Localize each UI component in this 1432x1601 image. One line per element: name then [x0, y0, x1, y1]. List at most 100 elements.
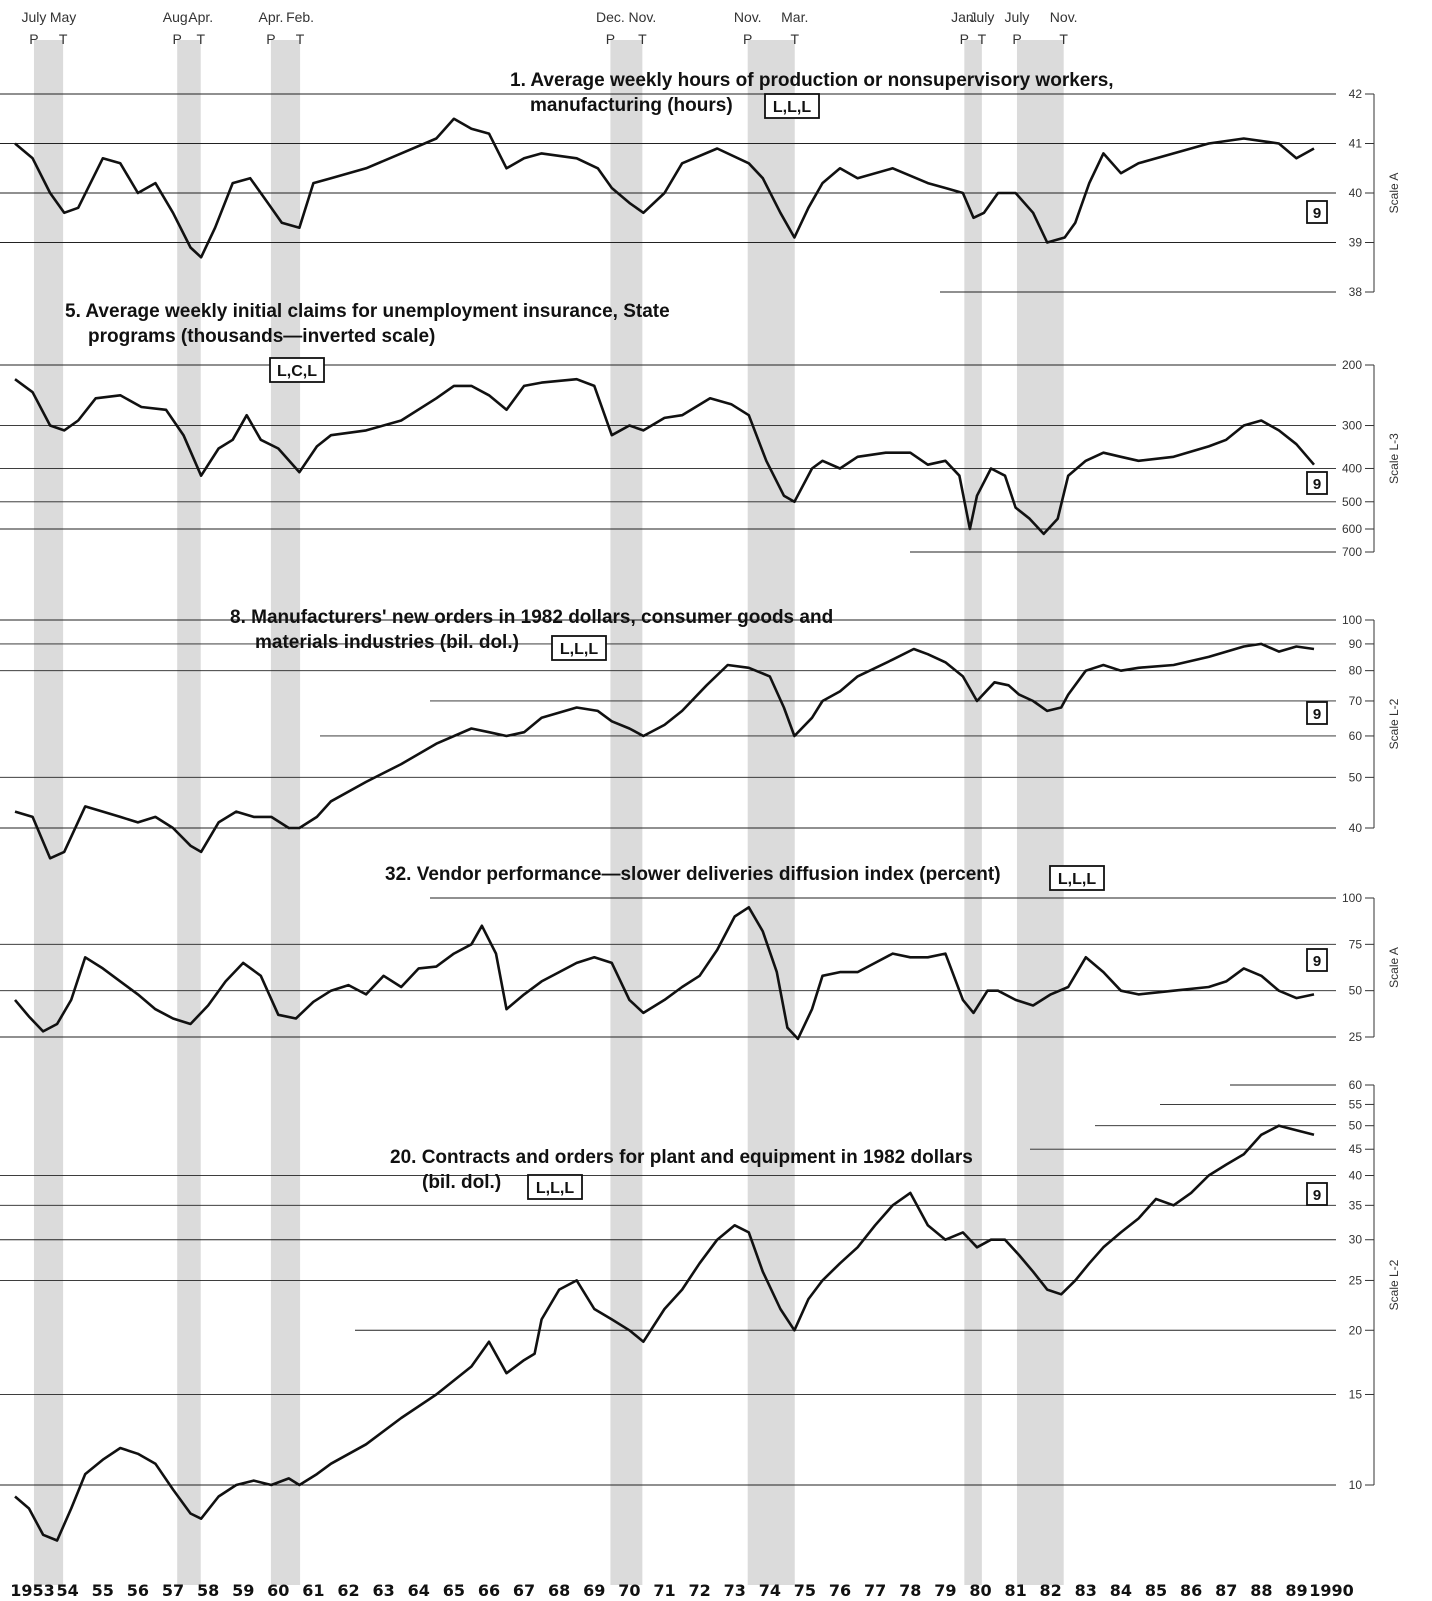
turning-point-month: Nov. — [734, 9, 762, 25]
turning-point-type: P — [173, 31, 182, 47]
recession-band — [1016, 40, 1064, 1585]
y-tick-label: 75 — [1349, 937, 1363, 951]
indicator-panels: 42 41 40 39 38 Scale A 1. Average weekly hours… — [0, 70, 1401, 1542]
y-tick-label: 35 — [1349, 1198, 1363, 1212]
year-label: 70 — [618, 1581, 640, 1600]
year-label: 71 — [653, 1581, 675, 1600]
turning-point-type: T — [638, 31, 647, 47]
y-tick-label: 25 — [1349, 1030, 1363, 1044]
year-label: 87 — [1215, 1581, 1237, 1600]
timing-code-box — [527, 1174, 583, 1200]
year-label: 85 — [1145, 1581, 1167, 1600]
year-label: 66 — [478, 1581, 500, 1600]
scale-label: Scale L-2 — [1387, 698, 1401, 749]
y-tick-label: 80 — [1349, 664, 1363, 678]
y-tick-label: 50 — [1349, 770, 1363, 784]
year-label: 55 — [92, 1581, 114, 1600]
indicator-panel: 100 75 50 25 Scale A 32. Vendor performance—s… — [0, 864, 1401, 1044]
y-tick-label: 38 — [1349, 285, 1363, 299]
timing-code-box — [269, 357, 325, 383]
turning-point-type: T — [59, 31, 68, 47]
year-label: 67 — [513, 1581, 535, 1600]
turning-point-type: T — [1059, 31, 1068, 47]
turning-point-type: P — [1012, 31, 1021, 47]
reference-box — [1306, 948, 1328, 972]
scale-label: Scale A — [1387, 947, 1401, 988]
recession-bands — [33, 40, 1064, 1585]
panel-title: manufacturing (hours) — [530, 95, 733, 116]
timing-code-box — [551, 635, 607, 661]
timing-code: L,C,L — [277, 363, 317, 380]
turning-point-labels: JulyPMayTAug.PApr.TApr.PFeb.TDec.PNov.TN… — [22, 9, 1078, 47]
year-label: 83 — [1075, 1581, 1097, 1600]
year-label: 59 — [232, 1581, 254, 1600]
y-tick-label: 50 — [1349, 1119, 1363, 1133]
y-tick-label: 50 — [1349, 984, 1363, 998]
turning-point-month: Aug. — [163, 9, 192, 25]
y-tick-label: 700 — [1342, 545, 1362, 559]
year-label: 77 — [864, 1581, 886, 1600]
timing-code: L,L,L — [560, 641, 598, 658]
series-line — [14, 1124, 1315, 1542]
turning-point-month: Jan. — [951, 9, 977, 25]
y-tick-label: 45 — [1349, 1142, 1363, 1156]
y-tick-label: 200 — [1342, 358, 1362, 372]
timing-code: L,L,L — [1058, 871, 1096, 888]
year-label: 56 — [127, 1581, 149, 1600]
reference-number: 9 — [1313, 953, 1321, 970]
panel-title: 32. Vendor performance—slower deliveries… — [385, 864, 1001, 885]
turning-point-type: P — [606, 31, 615, 47]
year-label: 68 — [548, 1581, 570, 1600]
year-label: 63 — [373, 1581, 395, 1600]
turning-point-type: T — [196, 31, 205, 47]
scale-label: Scale L-2 — [1387, 1259, 1401, 1310]
turning-point-month: July — [969, 9, 994, 25]
turning-point-month: Nov. — [629, 9, 657, 25]
year-label: 54 — [57, 1581, 79, 1600]
year-label: 84 — [1110, 1581, 1132, 1600]
year-label: 65 — [443, 1581, 465, 1600]
turning-point-month: Nov. — [1050, 9, 1078, 25]
indicator-panel: 200 300 400 500 600 700 Scale L-3 5. Average we… — [0, 301, 1401, 559]
y-tick-label: 40 — [1349, 821, 1363, 835]
turning-point-type: T — [978, 31, 987, 47]
y-tick-label: 10 — [1349, 1478, 1363, 1492]
turning-point-month: Dec. — [596, 9, 625, 25]
series-line — [14, 117, 1315, 259]
year-label: 61 — [302, 1581, 324, 1600]
y-tick-label: 600 — [1342, 522, 1362, 536]
scale-label: Scale A — [1387, 173, 1401, 214]
timing-code: L,L,L — [536, 1180, 574, 1197]
year-label: 89 — [1285, 1581, 1307, 1600]
turning-point-month: July — [1005, 9, 1030, 25]
year-label: 74 — [759, 1581, 781, 1600]
turning-point-type: T — [296, 31, 305, 47]
series-line — [14, 642, 1315, 860]
panel-title: 5. Average weekly initial claims for une… — [65, 301, 670, 322]
year-label: 57 — [162, 1581, 184, 1600]
panel-title: (bil. dol.) — [422, 1172, 501, 1193]
y-tick-label: 15 — [1349, 1387, 1363, 1401]
year-label: 72 — [688, 1581, 710, 1600]
y-tick-label: 70 — [1349, 694, 1363, 708]
y-tick-label: 100 — [1342, 613, 1362, 627]
year-label: 60 — [267, 1581, 289, 1600]
series-line — [14, 377, 1315, 536]
timing-code: L,L,L — [773, 99, 811, 116]
panel-title: 8. Manufacturers' new orders in 1982 dol… — [230, 607, 833, 628]
year-label: 86 — [1180, 1581, 1202, 1600]
turning-point-month: Feb. — [286, 9, 314, 25]
year-label: 1990 — [1309, 1581, 1354, 1600]
reference-box — [1306, 1182, 1328, 1206]
year-label: 75 — [794, 1581, 816, 1600]
recession-band — [270, 40, 301, 1585]
reference-number: 9 — [1313, 205, 1321, 222]
y-tick-label: 500 — [1342, 495, 1362, 509]
y-tick-label: 60 — [1349, 729, 1363, 743]
y-tick-label: 20 — [1349, 1323, 1363, 1337]
turning-point-type: P — [960, 31, 969, 47]
year-label: 82 — [1040, 1581, 1062, 1600]
y-tick-label: 90 — [1349, 637, 1363, 651]
indicator-panel: 42 41 40 39 38 Scale A 1. Average weekly hours… — [0, 70, 1401, 299]
reference-number: 9 — [1313, 706, 1321, 723]
